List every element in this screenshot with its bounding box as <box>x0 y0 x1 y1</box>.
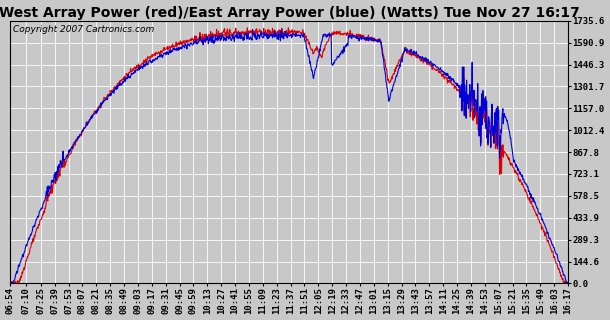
Text: Copyright 2007 Cartronics.com: Copyright 2007 Cartronics.com <box>13 25 154 34</box>
Title: West Array Power (red)/East Array Power (blue) (Watts) Tue Nov 27 16:17: West Array Power (red)/East Array Power … <box>0 5 580 20</box>
